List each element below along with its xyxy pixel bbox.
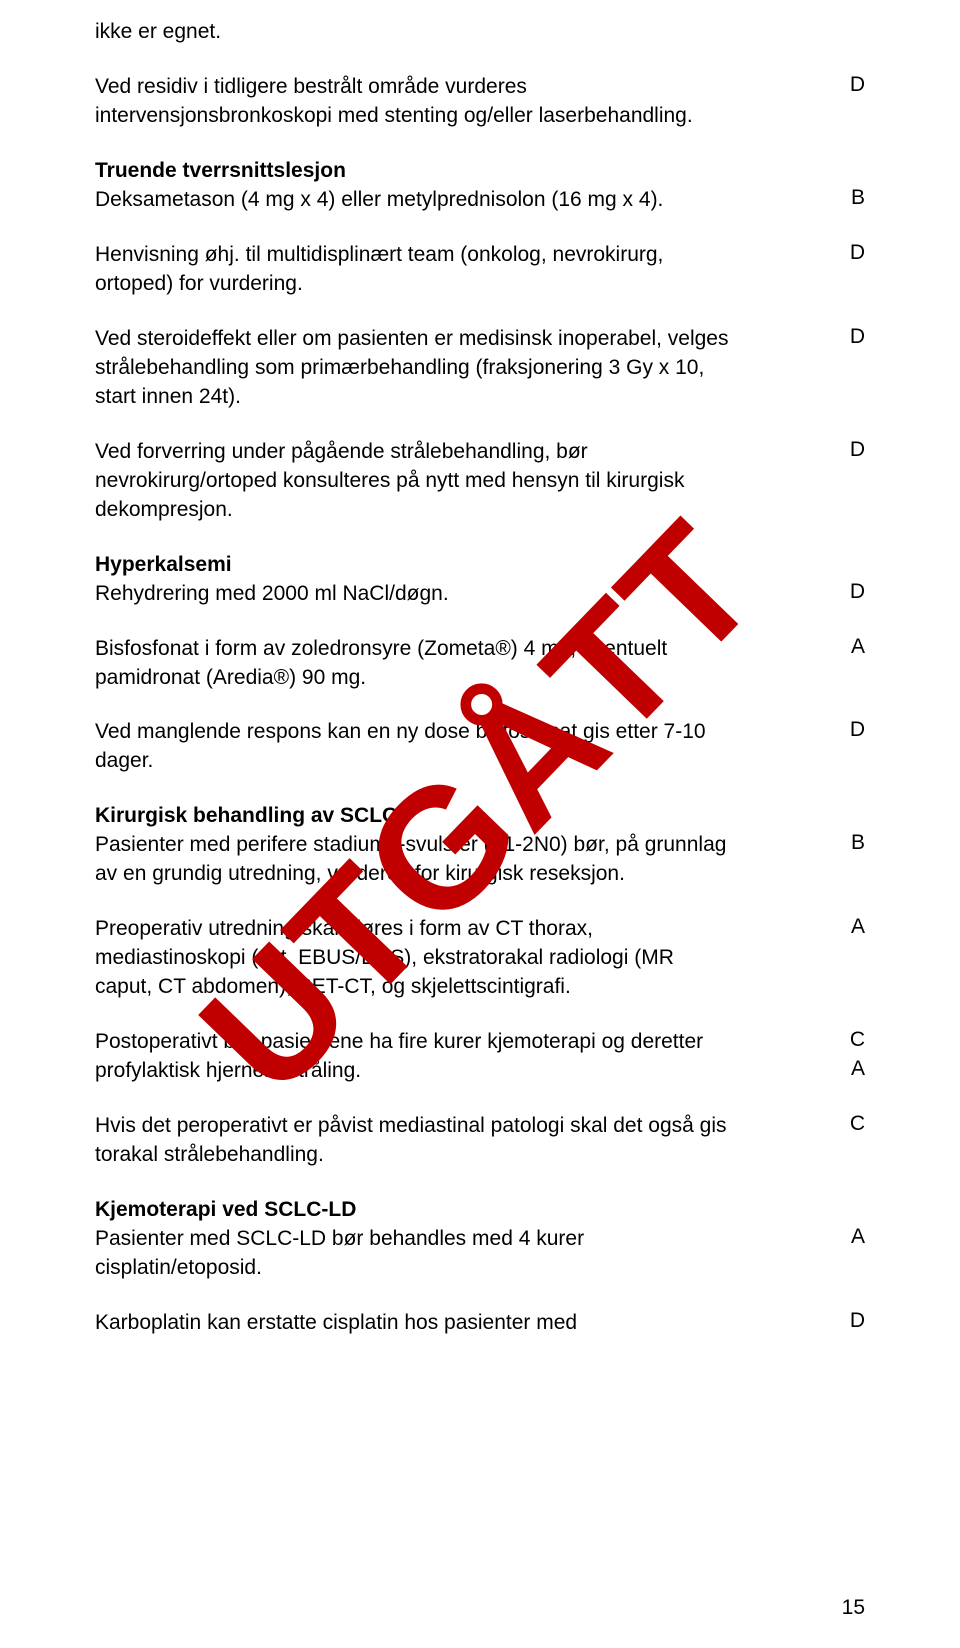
section-heading: Kjemoterapi ved SCLC-LD xyxy=(95,1198,356,1221)
paragraph-text: Ved manglende respons kan en ny dose bis… xyxy=(95,718,735,776)
paragraph: Bisfosfonat i form av zoledronsyre (Zome… xyxy=(95,635,865,693)
paragraph-text: Karboplatin kan erstatte cisplatin hos p… xyxy=(95,1309,577,1338)
grade-label: D xyxy=(850,325,865,349)
paragraph: Kjemoterapi ved SCLC-LD Pasienter med SC… xyxy=(95,1196,865,1283)
grade-label: D xyxy=(850,1309,865,1333)
paragraph-text: Kirurgisk behandling av SCLC Pasienter m… xyxy=(95,802,735,889)
paragraph-body: Pasienter med perifere stadium I-svulste… xyxy=(95,833,726,885)
paragraph-text: Bisfosfonat i form av zoledronsyre (Zome… xyxy=(95,635,735,693)
grade-label: A xyxy=(851,635,865,659)
grade-label: A xyxy=(851,1225,865,1249)
paragraph: Truende tverrsnittslesjon Deksametason (… xyxy=(95,157,865,215)
paragraph-body: Rehydrering med 2000 ml NaCl/døgn. xyxy=(95,582,449,605)
grade-label: A xyxy=(851,1057,865,1081)
paragraph-text: Hvis det peroperativt er påvist mediasti… xyxy=(95,1112,735,1170)
grade-label: D xyxy=(850,718,865,742)
section-heading: Truende tverrsnittslesjon xyxy=(95,159,346,182)
document-page: ikke er egnet. Ved residiv i tidligere b… xyxy=(0,0,960,1338)
paragraph-text: Kjemoterapi ved SCLC-LD Pasienter med SC… xyxy=(95,1196,735,1283)
paragraph: Ved forverring under pågående strålebeha… xyxy=(95,438,865,525)
paragraph: Henvisning øhj. til multidisplinært team… xyxy=(95,241,865,299)
paragraph: Ved manglende respons kan en ny dose bis… xyxy=(95,718,865,776)
paragraph-text: Preoperativ utredning skal gjøres i form… xyxy=(95,915,735,1002)
section-heading: Hyperkalsemi xyxy=(95,553,232,576)
paragraph: Hvis det peroperativt er påvist mediasti… xyxy=(95,1112,865,1170)
paragraph-text: Ved steroideffekt eller om pasienten er … xyxy=(95,325,735,412)
grade-label: B xyxy=(851,186,865,210)
paragraph-text: ikke er egnet. xyxy=(95,18,221,47)
paragraph: Kirurgisk behandling av SCLC Pasienter m… xyxy=(95,802,865,889)
section-heading: Kirurgisk behandling av SCLC xyxy=(95,804,397,827)
grade-label: B xyxy=(851,831,865,855)
paragraph-text: Hyperkalsemi Rehydrering med 2000 ml NaC… xyxy=(95,551,449,609)
grade-label: D xyxy=(850,241,865,265)
paragraph: Preoperativ utredning skal gjøres i form… xyxy=(95,915,865,1002)
grade-label: C xyxy=(850,1028,865,1052)
paragraph: Hyperkalsemi Rehydrering med 2000 ml NaC… xyxy=(95,551,865,609)
grade-label: D xyxy=(850,438,865,462)
paragraph-text: Truende tverrsnittslesjon Deksametason (… xyxy=(95,157,663,215)
paragraph: Postoperativt bør pasientene ha fire kur… xyxy=(95,1028,865,1086)
page-number: 15 xyxy=(842,1596,865,1620)
paragraph-text: Ved residiv i tidligere bestrålt område … xyxy=(95,73,735,131)
paragraph: Ved steroideffekt eller om pasienten er … xyxy=(95,325,865,412)
paragraph-text: Henvisning øhj. til multidisplinært team… xyxy=(95,241,735,299)
paragraph: Karboplatin kan erstatte cisplatin hos p… xyxy=(95,1309,865,1338)
grade-label: D xyxy=(850,580,865,604)
paragraph: Ved residiv i tidligere bestrålt område … xyxy=(95,73,865,131)
paragraph-body: Deksametason (4 mg x 4) eller metylpredn… xyxy=(95,188,663,211)
grade-label: D xyxy=(850,73,865,97)
paragraph-body: Pasienter med SCLC-LD bør behandles med … xyxy=(95,1227,584,1279)
grade-label: C xyxy=(850,1112,865,1136)
paragraph-text: Ved forverring under pågående strålebeha… xyxy=(95,438,735,525)
grade-label: A xyxy=(851,915,865,939)
paragraph-text: Postoperativt bør pasientene ha fire kur… xyxy=(95,1028,735,1086)
paragraph: ikke er egnet. xyxy=(95,18,865,47)
